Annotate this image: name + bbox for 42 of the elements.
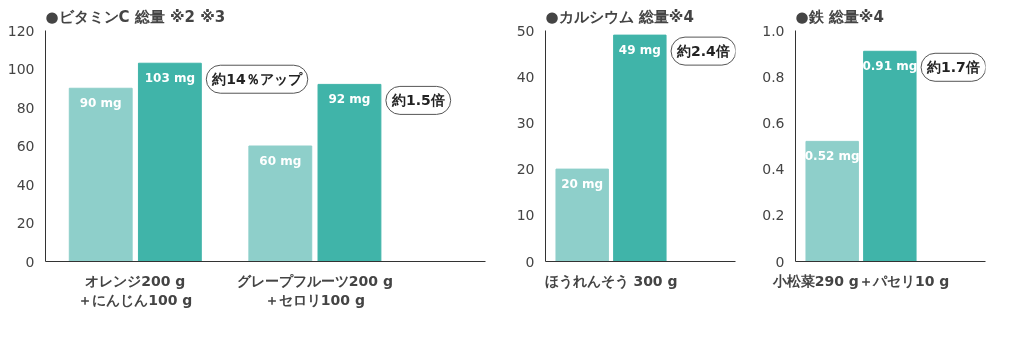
data-label: 90 mg [79,96,122,111]
y-tick-label: 0.2 [762,207,785,224]
text: 約2.4倍 [676,43,730,60]
chart-title: ●ビタミンC 総量 ※2 ※3 [45,7,226,26]
data-label: 92 mg [328,92,371,107]
y-tick-label: 50 [516,22,535,39]
y-tick-label: 80 [16,99,35,116]
x-tick-label: ほうれんそう 300 g [544,272,678,290]
x-tick-label: 小松菜290 g＋パセリ10 g [771,272,950,289]
y-tick-label: 0.6 [762,114,785,131]
bar [317,83,382,262]
y-tick-label: 120 [7,22,35,39]
y-tick-label: 40 [16,176,35,193]
y-tick-label: 1.0 [762,22,785,39]
y-tick-label: 30 [516,114,535,131]
y-tick-label: 0 [25,253,35,270]
bar [137,62,202,262]
y-tick-label: 0 [775,253,785,270]
data-label: 20 mg [561,177,604,192]
annotation: 約14％アップ [211,71,303,88]
data-label: 0.91 mg [862,59,918,74]
y-tick-label: 0.8 [762,68,785,85]
x-tick-label: グレープフルーツ200 g ＋セロリ100 g [236,272,393,308]
text: 約1.7倍 [926,59,980,76]
y-tick-label: 20 [516,161,535,178]
bar [68,87,133,262]
y-tick-label: 0 [525,253,535,270]
bar [248,145,313,262]
data-label: 49 mg [618,43,661,58]
y-tick-label: 100 [7,61,35,77]
y-tick-label: 20 [16,215,35,231]
chart-title: ●カルシウム 総量※4 [545,7,694,26]
y-tick-label: 10 [516,207,535,224]
y-tick-label: 60 [16,138,35,154]
x-tick-label: オレンジ200 g ＋にんじん100 g [78,272,193,308]
data-label: 60 mg [259,154,302,168]
annotation: 約1.5倍 [390,92,445,109]
y-tick-label: 40 [516,68,535,85]
chart-title: ●鉄 総量※4 [795,7,884,26]
data-label: 103 mg [144,71,196,86]
y-tick-label: 0.4 [762,161,785,178]
data-label: 0.52 mg [804,149,860,164]
